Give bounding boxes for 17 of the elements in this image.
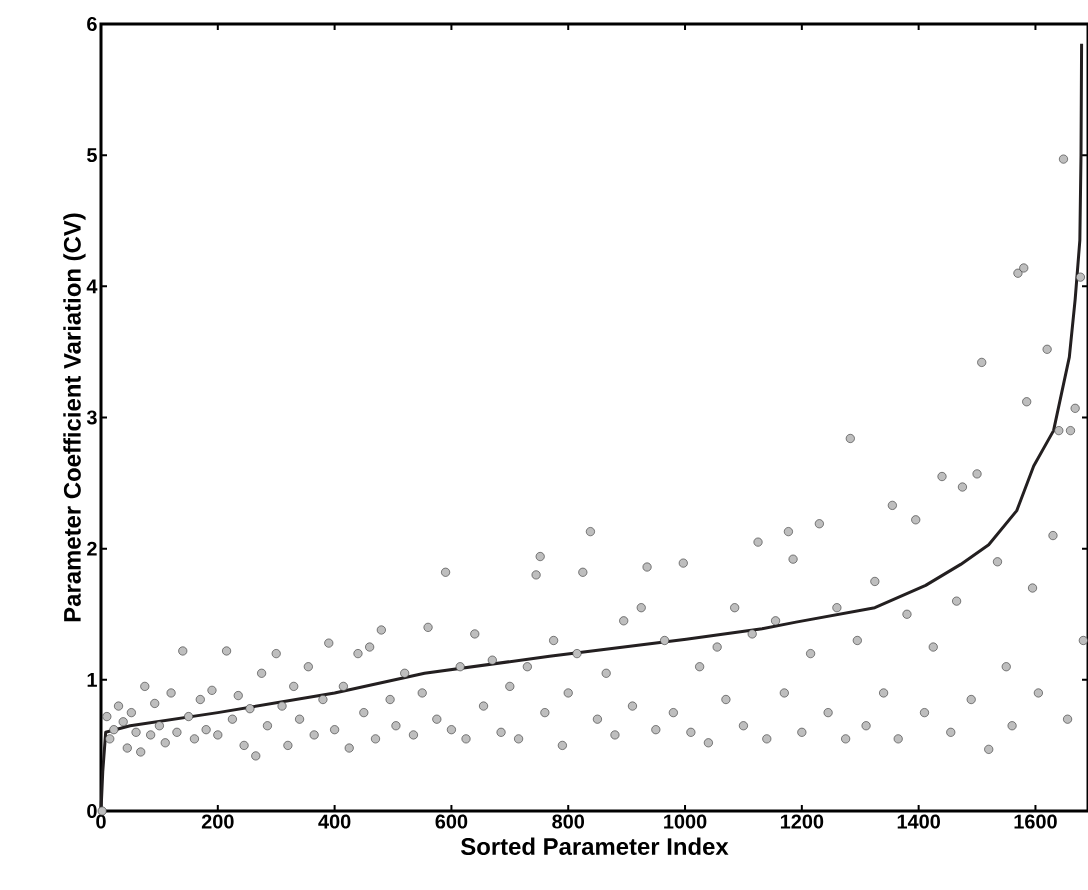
x-tick-label: 400 [318, 814, 351, 829]
x-axis-title: Sorted Parameter Index [460, 837, 729, 856]
x-tick-label: 600 [435, 814, 468, 829]
y-tick-label: 6 [87, 16, 97, 32]
x-tick-label: 800 [552, 814, 585, 829]
y-tick-label: 4 [86, 279, 98, 294]
x-tick-label: 1000 [664, 814, 707, 829]
y-tick-label: 3 [86, 410, 97, 425]
y-axis-title: Parameter Coefficient Variation (CV) [63, 213, 86, 622]
y-tick-label: 1 [87, 672, 97, 687]
x-tick-label: 1600 [1014, 814, 1057, 829]
y-tick-label: 2 [87, 541, 97, 556]
x-tick-label: 200 [201, 814, 234, 829]
y-tick-label: 5 [87, 148, 97, 163]
x-tick-label: 1200 [780, 814, 824, 829]
x-tick-label: 1400 [897, 814, 940, 829]
y-tick-label: 0 [87, 803, 97, 819]
